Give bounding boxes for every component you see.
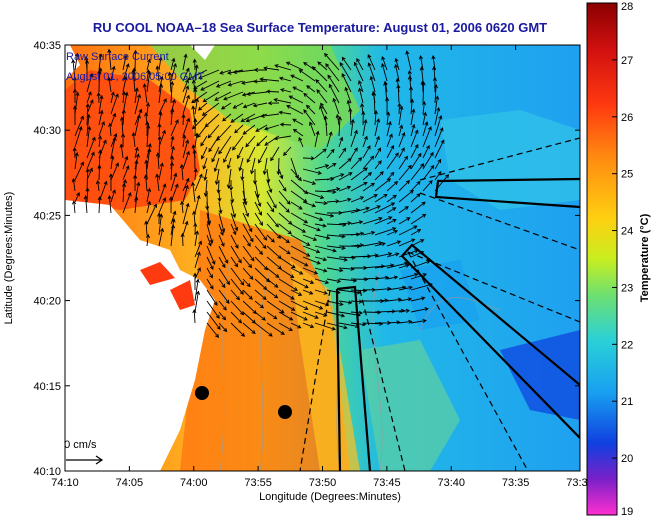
- colorbar-tick-label: 20: [621, 453, 633, 465]
- y-tick-label: 40:30: [33, 125, 61, 137]
- colorbar-tick-label: 23: [621, 282, 633, 294]
- colorbar-tick-label: 28: [621, 1, 633, 13]
- y-tick-label: 40:10: [33, 466, 61, 478]
- colorbar-tick-label: 25: [621, 169, 633, 181]
- y-tick-label: 40:15: [33, 381, 61, 393]
- colorbar-ticks: 28 27 26 25 24 23 22 21 20 19: [612, 1, 633, 518]
- x-tick-label: 73:45: [373, 477, 401, 489]
- station-marker: [195, 386, 209, 400]
- x-tick-label: 73:35: [502, 477, 530, 489]
- colorbar-tick-label: 19: [621, 506, 633, 518]
- colorbar-tick-label: 27: [621, 55, 633, 67]
- scale-label: 50 cm/s: [58, 439, 97, 451]
- overlay-line-2: August 01, 2006 05:00 GMT: [66, 71, 204, 83]
- scale-arrow: [66, 455, 104, 465]
- colorbar-tick-label: 26: [621, 112, 633, 124]
- x-axis-label: Longitude (Degrees:Minutes): [259, 491, 401, 503]
- y-tick-label: 40:25: [33, 210, 61, 222]
- x-axis: 74:10 74:05 74:00 73:55 73:50 73:45 73:40 73:35…: [51, 45, 594, 489]
- x-tick-label: 73:50: [309, 477, 337, 489]
- x-tick-label: 74:05: [116, 477, 144, 489]
- dashed-radials: [299, 137, 580, 471]
- y-axis-label: Latitude (Degrees:Minutes): [3, 192, 15, 325]
- map-field: Raw Surface Current August 01, 2006 05:0…: [58, 45, 580, 471]
- station-marker: [278, 405, 292, 419]
- colorbar: [586, 2, 618, 516]
- colorbar-tick-label: 24: [621, 226, 633, 238]
- y-tick-label: 40:35: [33, 40, 61, 52]
- colorbar-tick-label: 22: [621, 339, 633, 351]
- transect-lines: [335, 177, 580, 471]
- colorbar-tick-label: 21: [621, 396, 633, 408]
- y-axis: 40:35 40:30 40:25 40:20 40:15 40:10: [33, 40, 580, 478]
- y-tick-label: 40:20: [33, 296, 61, 308]
- x-tick-label: 73:55: [244, 477, 272, 489]
- map-title: RU COOL NOAA–18 Sea Surface Temperature:…: [92, 20, 548, 35]
- overlay-line-1: Raw Surface Current: [66, 51, 169, 63]
- x-tick-label: 73:40: [437, 477, 465, 489]
- x-tick-label: 74:10: [51, 477, 79, 489]
- x-tick-label: 74:00: [180, 477, 208, 489]
- colorbar-label: Temperature (°C): [639, 213, 651, 302]
